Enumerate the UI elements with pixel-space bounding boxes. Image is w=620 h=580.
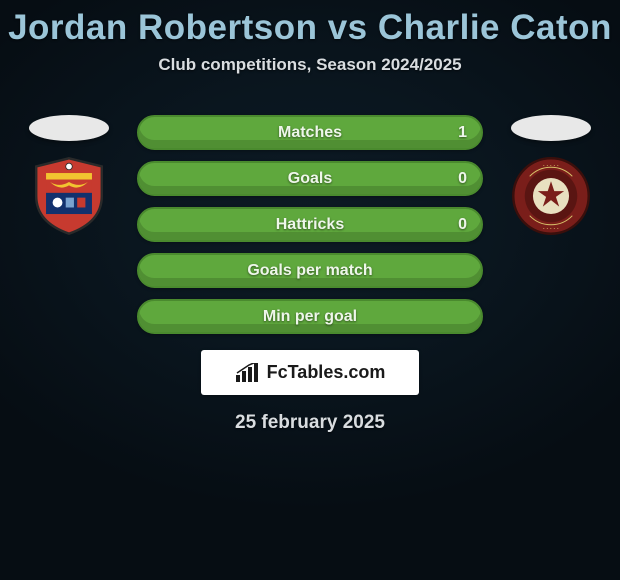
stat-label: Min per goal <box>263 308 357 326</box>
left-club-badge <box>28 155 110 237</box>
stat-value-right: 0 <box>458 170 467 188</box>
stat-label: Hattricks <box>276 216 344 234</box>
stat-row-hattricks: Hattricks 0 <box>137 207 483 242</box>
date-label: 25 february 2025 <box>0 412 620 434</box>
stat-row-goals: Goals 0 <box>137 161 483 196</box>
stat-value-right: 1 <box>458 124 467 142</box>
right-player-avatar-placeholder <box>511 115 591 141</box>
stat-label: Goals <box>288 170 332 188</box>
subtitle: Club competitions, Season 2024/2025 <box>0 55 620 75</box>
stat-row-goals-per-match: Goals per match <box>137 253 483 288</box>
right-club-badge: · · · · · · · · · · <box>510 155 592 237</box>
stat-label: Goals per match <box>247 262 372 280</box>
stat-row-min-per-goal: Min per goal <box>137 299 483 334</box>
page-title: Jordan Robertson vs Charlie Caton <box>0 8 620 48</box>
stat-value-right: 0 <box>458 216 467 234</box>
fctables-logo-box: FcTables.com <box>201 350 419 395</box>
barchart-icon <box>235 363 261 383</box>
left-player-col <box>19 115 119 237</box>
svg-text:· · · · ·: · · · · · <box>543 226 559 232</box>
logo-text: FcTables.com <box>267 362 386 383</box>
right-player-col: · · · · · · · · · · <box>501 115 601 237</box>
svg-text:· · · · ·: · · · · · <box>543 163 559 169</box>
comparison-row: Matches 1 Goals 0 Hattricks 0 Goals per … <box>0 115 620 334</box>
stats-list: Matches 1 Goals 0 Hattricks 0 Goals per … <box>137 115 483 334</box>
stat-row-matches: Matches 1 <box>137 115 483 150</box>
stat-label: Matches <box>278 124 342 142</box>
left-player-avatar-placeholder <box>29 115 109 141</box>
